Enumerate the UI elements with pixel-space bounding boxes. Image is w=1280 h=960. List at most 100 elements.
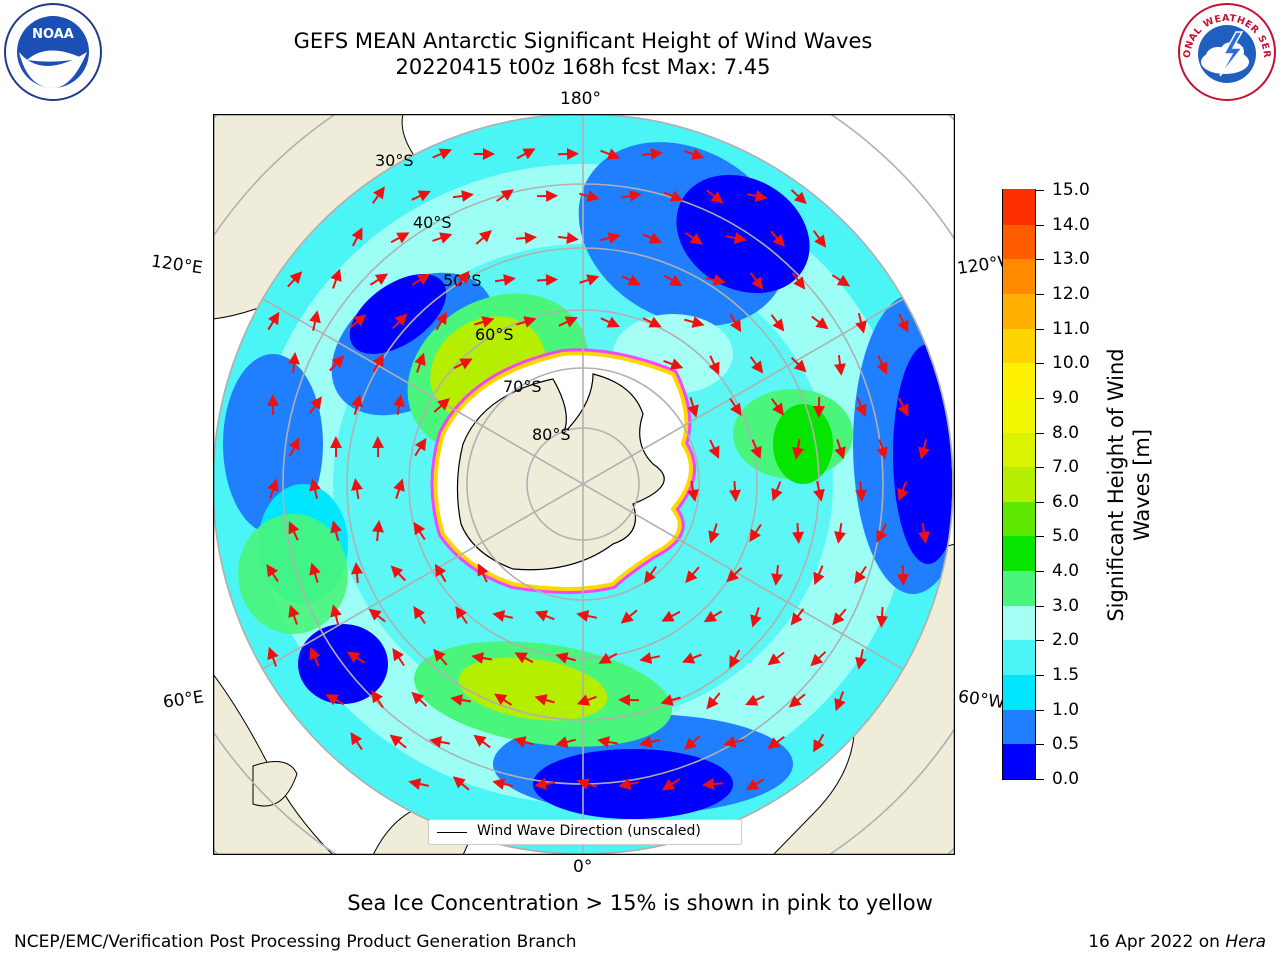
wave-direction-arrow <box>330 268 342 289</box>
wave-direction-arrow <box>288 521 300 541</box>
colorbar-tick-label: 12.0 <box>1052 283 1090 304</box>
wave-direction-arrow <box>621 274 641 286</box>
colorbar-swatch <box>1003 189 1035 225</box>
wave-direction-arrow <box>660 694 681 706</box>
wave-direction-arrow <box>576 694 597 706</box>
lat-label-70s: 70°S <box>503 377 542 396</box>
wave-direction-arrow <box>325 694 345 706</box>
wave-direction-arrow <box>834 691 846 712</box>
wave-direction-arrow <box>432 148 453 160</box>
wave-direction-arrow <box>663 358 684 370</box>
colorbar-tick-mark <box>1036 363 1044 365</box>
wave-direction-arrow <box>534 610 555 622</box>
map-title: GEFS MEAN Antarctic Significant Height o… <box>293 29 873 53</box>
noaa-logo-icon: NOAA <box>4 3 102 101</box>
wave-direction-arrow <box>453 358 473 370</box>
wave-direction-arrow <box>681 652 702 664</box>
colorbar-swatch <box>1003 328 1035 364</box>
wave-direction-arrow <box>351 478 363 500</box>
wave-direction-arrow <box>493 693 513 706</box>
wave-direction-arrow <box>687 480 699 502</box>
wave-direction-arrow <box>790 356 807 373</box>
wave-direction-arrow <box>706 189 724 204</box>
wave-direction-arrow <box>309 310 321 332</box>
colorbar-tick-label: 5.0 <box>1052 526 1080 547</box>
wave-direction-arrow <box>392 648 405 667</box>
wave-direction-arrow <box>770 230 786 247</box>
wave-direction-arrow <box>390 232 410 244</box>
wave-direction-arrow <box>790 189 807 205</box>
wave-direction-arrow <box>391 313 408 330</box>
wave-direction-arrow <box>663 274 683 286</box>
wave-direction-arrow <box>349 314 367 329</box>
wave-direction-arrow <box>600 232 621 244</box>
wave-direction-arrow <box>389 734 407 749</box>
wave-direction-arrow <box>812 230 827 248</box>
colorbar-tick-label: 6.0 <box>1052 491 1080 512</box>
wave-direction-arrow <box>663 190 684 202</box>
wave-direction-arrow <box>792 522 804 544</box>
colorbar-tick-label: 8.0 <box>1052 422 1080 443</box>
noaa-logo-text: NOAA <box>32 27 74 42</box>
wave-direction-arrow <box>516 148 536 160</box>
colorbar-tick-mark <box>1036 293 1044 295</box>
wave-direction-arrow <box>433 648 448 666</box>
wave-direction-arrow <box>897 313 909 333</box>
wave-direction-arrow <box>745 778 765 791</box>
wave-direction-arrow <box>372 520 384 542</box>
wave-direction-arrow <box>918 522 930 544</box>
colorbar-tick-mark <box>1036 467 1044 469</box>
wave-direction-arrow <box>704 274 726 286</box>
colorbar-swatch <box>1003 362 1035 398</box>
wave-direction-arrow <box>267 646 279 667</box>
wave-direction-arrow <box>810 651 827 667</box>
wave-direction-arrow <box>725 232 747 244</box>
colorbar-tick-label: 13.0 <box>1052 249 1090 270</box>
wave-direction-arrow <box>558 316 578 328</box>
wave-direction-arrow <box>876 606 888 628</box>
wave-direction-arrow <box>726 567 743 583</box>
colorbar-tick-mark <box>1036 744 1044 746</box>
wave-direction-arrow <box>330 520 342 541</box>
wave-direction-arrow <box>496 189 514 202</box>
colorbar-title: Significant Height of Wind Waves [m] <box>1103 348 1155 621</box>
wave-direction-arrow <box>411 273 431 286</box>
colorbar-tick-mark <box>1036 259 1044 261</box>
wave-direction-arrow <box>393 394 405 416</box>
wave-direction-arrow <box>813 480 825 502</box>
lat-label-80s: 80°S <box>532 425 571 444</box>
wave-direction-arrow <box>702 778 724 790</box>
wave-direction-arrow <box>494 274 516 286</box>
credit-text: NCEP/EMC/Verification Post Processing Pr… <box>14 932 577 952</box>
wave-direction-arrow <box>855 313 867 334</box>
wave-direction-arrow <box>576 610 598 622</box>
wave-direction-arrow <box>492 610 514 622</box>
wave-direction-arrow <box>897 481 909 502</box>
wind-wave-arrows <box>266 148 930 832</box>
wave-direction-arrow <box>308 396 322 414</box>
lat-label-40s: 40°S <box>413 213 452 232</box>
wave-direction-arrow <box>598 652 618 664</box>
wave-direction-arrow <box>855 397 867 418</box>
wave-direction-arrow <box>706 692 721 710</box>
wave-direction-arrow <box>788 693 806 708</box>
wave-direction-arrow <box>475 229 492 245</box>
colorbar-tick-mark <box>1036 779 1044 780</box>
lon-label-60e: 60°E <box>161 687 206 713</box>
wave-direction-arrow <box>288 604 300 625</box>
wave-direction-arrow <box>750 607 762 628</box>
colorbar-tick-label: 3.0 <box>1052 595 1080 616</box>
wave-direction-arrow <box>390 565 407 582</box>
wave-direction-arrow <box>771 564 783 586</box>
wave-direction-arrow <box>729 649 741 669</box>
wave-direction-arrow <box>555 736 576 748</box>
colorbar-swatch <box>1003 709 1035 745</box>
wave-direction-arrow <box>620 190 642 202</box>
wave-direction-arrow <box>855 480 867 502</box>
wave-direction-arrow <box>683 735 701 750</box>
colorbar-tick-label: 0.0 <box>1052 769 1080 789</box>
wave-direction-arrow <box>750 439 762 460</box>
wave-direction-arrow <box>708 439 720 459</box>
wave-direction-arrow <box>644 566 657 584</box>
map-subtitle: 20220415 t00z 168h fcst Max: 7.45 <box>395 55 771 79</box>
